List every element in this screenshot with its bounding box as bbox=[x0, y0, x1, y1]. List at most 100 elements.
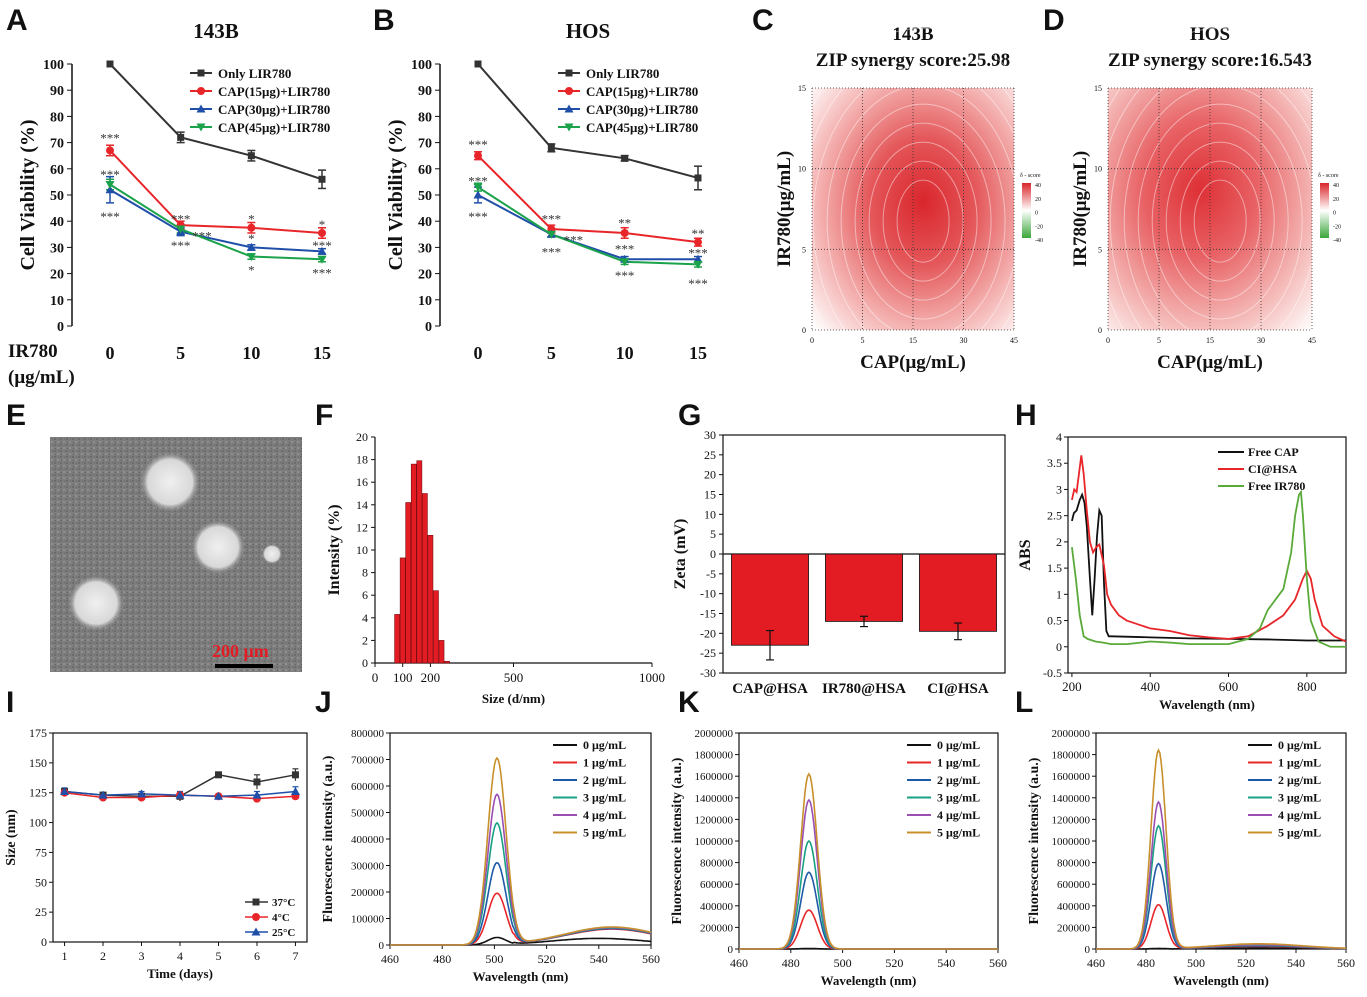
colorbar-tick-label: 20 bbox=[1035, 197, 1041, 203]
histogram-bar bbox=[405, 502, 412, 664]
spectrum-line bbox=[1071, 455, 1347, 643]
legend-marker bbox=[564, 123, 574, 132]
y-tick-label: 1400000 bbox=[695, 793, 734, 805]
y-tick-label: 20 bbox=[704, 468, 716, 482]
data-point bbox=[106, 146, 114, 155]
y-tick-label: 1600000 bbox=[695, 771, 734, 783]
y-tick-label: 2 bbox=[1056, 535, 1062, 549]
y-tick-label: 1600000 bbox=[1052, 771, 1091, 783]
tem-image: 200 μm bbox=[50, 437, 302, 672]
data-point bbox=[620, 258, 630, 267]
chart-h: -0.5 0 0.5 1 1.5 2 2.5 3 3.5 4 200 400 600 800 Wavelen… bbox=[1017, 430, 1347, 712]
x-tick-label: 30 bbox=[1257, 336, 1265, 345]
legend-label: 5 μg/mL bbox=[1278, 826, 1321, 840]
y-tick-label: 5 bbox=[710, 527, 716, 541]
colorbar-tick-label: 0 bbox=[1035, 211, 1038, 217]
legend-marker bbox=[252, 913, 260, 921]
legend-label: 2 μg/mL bbox=[583, 773, 626, 787]
legend-label: CAP(45μg)+LIR780 bbox=[586, 120, 698, 135]
y-tick-label: 4 bbox=[1056, 430, 1062, 444]
colorbar-tick-label: -40 bbox=[1333, 238, 1341, 244]
y-tick-label: 40 bbox=[418, 215, 432, 230]
y-tick-label: 10 bbox=[418, 294, 432, 309]
y-tick-label: 60 bbox=[50, 163, 64, 178]
y-tick-label: 800000 bbox=[351, 728, 385, 740]
y-tick-label: 1800000 bbox=[1052, 750, 1091, 762]
x-tick-label: 480 bbox=[782, 956, 800, 970]
y-axis-label: Cell Viability (%) bbox=[385, 119, 407, 270]
legend-label: 4°C bbox=[272, 912, 290, 924]
x-tick-label: 540 bbox=[590, 952, 608, 966]
data-point bbox=[106, 60, 114, 68]
legend-marker bbox=[251, 927, 261, 936]
y-tick-label: 90 bbox=[418, 84, 432, 99]
x-tick-label: 4 bbox=[177, 949, 183, 963]
x-axis-label: CAP(μg/mL) bbox=[1157, 352, 1263, 373]
y-tick-label: 100000 bbox=[351, 914, 385, 926]
significance-marker: * bbox=[248, 212, 255, 227]
y-tick-label: 600000 bbox=[700, 879, 734, 891]
legend-label: 1 μg/mL bbox=[1278, 756, 1321, 770]
x-tick-label: 3 bbox=[139, 949, 145, 963]
data-point bbox=[317, 255, 327, 264]
significance-marker: *** bbox=[192, 229, 212, 244]
data-point bbox=[317, 246, 327, 255]
data-point bbox=[246, 253, 256, 262]
y-tick-label: 20 bbox=[356, 430, 368, 444]
series-line bbox=[109, 63, 323, 181]
y-tick-label: 50 bbox=[50, 189, 64, 204]
y-tick-label: 0 bbox=[57, 320, 64, 335]
colorbar-tick-label: 40 bbox=[1333, 183, 1339, 189]
y-tick-label: 4 bbox=[362, 611, 368, 625]
y-tick-label: 30 bbox=[50, 241, 64, 256]
significance-marker: *** bbox=[100, 130, 120, 145]
y-tick-label: 400000 bbox=[700, 901, 734, 913]
panel-letter-g: G bbox=[678, 399, 701, 432]
legend-marker bbox=[197, 69, 205, 77]
y-axis-label: Fluorescence intensity (a.u.) bbox=[670, 757, 685, 924]
y-tick-label: 1000000 bbox=[695, 836, 734, 848]
y-tick-label: 10 bbox=[704, 507, 716, 521]
x-tick-label: 5 bbox=[215, 949, 221, 963]
data-point bbox=[621, 154, 629, 162]
y-tick-label: 15 bbox=[798, 84, 806, 93]
contour-line bbox=[1109, 65, 1331, 377]
significance-marker: *** bbox=[468, 137, 488, 152]
colorbar-tick-label: 0 bbox=[1333, 211, 1336, 217]
y-tick-label: 20 bbox=[50, 268, 64, 283]
x-tick-label: 480 bbox=[1137, 956, 1155, 970]
nanoparticle bbox=[68, 575, 124, 631]
data-point bbox=[693, 254, 703, 263]
data-point bbox=[175, 790, 185, 799]
emission-curve bbox=[390, 756, 652, 946]
emission-curve bbox=[739, 772, 998, 950]
x-axis-label: CAP(μg/mL) bbox=[860, 352, 966, 373]
x-tick-label: 10 bbox=[242, 343, 260, 363]
legend-label: 4 μg/mL bbox=[1278, 808, 1321, 822]
x-axis-label: Wavelength (nm) bbox=[821, 973, 917, 988]
histogram-bar bbox=[427, 535, 434, 664]
histogram-bar bbox=[444, 661, 450, 664]
y-tick-label: 2000000 bbox=[695, 728, 734, 740]
x-tick-label: 0 bbox=[372, 670, 379, 685]
contour-line bbox=[868, 141, 978, 301]
contour-line bbox=[798, 46, 1048, 396]
chart-title: 143B bbox=[892, 24, 934, 45]
data-point bbox=[694, 238, 702, 247]
significance-marker: *** bbox=[312, 238, 332, 253]
x-tick-label: 0 bbox=[810, 336, 814, 345]
emission-curve bbox=[1096, 903, 1346, 950]
y-tick-label: 400000 bbox=[351, 834, 385, 846]
legend-label: CAP(15μg)+LIR780 bbox=[218, 84, 330, 99]
y-tick-label: 300000 bbox=[351, 861, 385, 873]
data-point bbox=[693, 260, 703, 269]
y-tick-label: 0 bbox=[41, 935, 47, 949]
contour-line bbox=[840, 103, 1006, 339]
y-tick-label: 800000 bbox=[1057, 858, 1091, 870]
y-tick-label: 80 bbox=[418, 110, 432, 125]
data-point bbox=[474, 60, 482, 68]
significance-marker: ** bbox=[692, 226, 705, 241]
legend-marker bbox=[565, 87, 573, 95]
data-point bbox=[318, 175, 326, 183]
contour-line bbox=[812, 65, 1034, 377]
